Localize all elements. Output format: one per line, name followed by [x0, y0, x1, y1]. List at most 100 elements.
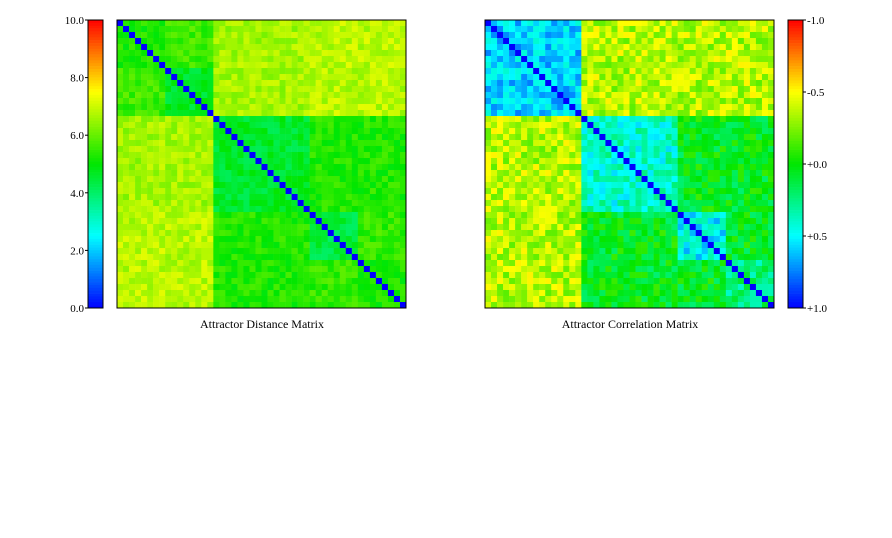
heatmap-cell [237, 116, 244, 123]
heatmap-cell [599, 200, 606, 207]
heatmap-cell [635, 98, 642, 105]
heatmap-cell [695, 110, 702, 117]
heatmap-cell [249, 254, 256, 261]
heatmap-cell [291, 248, 298, 255]
heatmap-cell [731, 296, 739, 303]
heatmap-cell [381, 296, 389, 303]
heatmap-cell [141, 44, 148, 51]
heatmap-cell [743, 182, 751, 189]
colorbar-step [788, 181, 803, 185]
heatmap-cell [231, 248, 238, 255]
colorbar-step [788, 287, 803, 292]
heatmap-cell [611, 272, 618, 279]
heatmap-cell [369, 62, 377, 69]
heatmap-cell [701, 68, 709, 75]
heatmap-cell [237, 164, 244, 171]
heatmap-cell [255, 236, 262, 243]
heatmap-cell [345, 272, 353, 279]
heatmap-cell [533, 128, 540, 135]
heatmap-cell [749, 260, 757, 267]
heatmap-cell [183, 152, 190, 159]
heatmap-cell [207, 158, 214, 165]
heatmap-cell [153, 110, 160, 117]
heatmap-cell [713, 170, 721, 177]
heatmap-cell [713, 164, 721, 171]
colorbar-step [788, 166, 803, 171]
heatmap-cell [593, 32, 600, 39]
heatmap-cell [755, 74, 763, 81]
heatmap-cell [677, 50, 684, 57]
heatmap-cell [237, 74, 244, 81]
heatmap-cell [249, 158, 256, 165]
heatmap-cell [647, 266, 654, 273]
heatmap-cell [749, 266, 757, 273]
heatmap-cell [177, 128, 184, 135]
heatmap-cell [177, 152, 184, 159]
heatmap-cell [243, 104, 250, 111]
heatmap-cell [399, 188, 407, 195]
heatmap-cell [677, 254, 684, 261]
heatmap-cell [375, 230, 383, 237]
heatmap-cell [533, 56, 540, 63]
heatmap-cell [309, 74, 316, 81]
heatmap-cell [581, 284, 588, 291]
heatmap-cell [557, 284, 564, 291]
heatmap-cell [719, 278, 727, 285]
heatmap-cell [641, 170, 648, 177]
heatmap-cell [587, 170, 594, 177]
heatmap-cell [303, 116, 310, 123]
heatmap-cell [677, 86, 684, 93]
heatmap-cell [617, 248, 624, 255]
heatmap-cell [545, 296, 552, 303]
heatmap-cell [225, 122, 232, 129]
heatmap-cell [279, 20, 286, 27]
heatmap-cell [141, 86, 148, 93]
colorbar-tick-label: 4.0 [70, 188, 84, 200]
heatmap-cell [653, 224, 660, 231]
heatmap-cell [255, 254, 262, 261]
heatmap-cell [333, 68, 341, 75]
heatmap-cell [123, 116, 130, 123]
heatmap-cell [207, 140, 214, 147]
heatmap-cell [297, 26, 304, 33]
heatmap-cell [737, 284, 745, 291]
heatmap-cell [375, 170, 383, 177]
heatmap-cell [261, 248, 268, 255]
colorbar-step [88, 302, 103, 306]
heatmap-cell [333, 146, 341, 153]
heatmap-cell [713, 110, 721, 117]
heatmap-cell [671, 272, 678, 279]
heatmap-cell [587, 218, 594, 225]
heatmap-cell [387, 302, 395, 309]
heatmap-cell [635, 140, 642, 147]
heatmap-cell [683, 146, 690, 153]
heatmap-cell [141, 140, 148, 147]
heatmap-cell [177, 242, 184, 249]
heatmap-cell [177, 188, 184, 195]
heatmap-cell [123, 134, 130, 141]
heatmap-cell [749, 254, 757, 261]
heatmap-cell [725, 296, 733, 303]
heatmap-cell [141, 116, 148, 123]
heatmap-cell [333, 104, 341, 111]
heatmap-cell [629, 50, 636, 57]
heatmap-cell [255, 92, 262, 99]
colorbar-step [88, 149, 103, 153]
heatmap-cell [503, 32, 510, 39]
heatmap-cell [351, 302, 359, 309]
heatmap-cell [297, 206, 304, 213]
heatmap-cell [189, 164, 196, 171]
heatmap-cell [701, 146, 709, 153]
heatmap-cell [659, 170, 666, 177]
heatmap-cell [339, 236, 347, 243]
heatmap-cell [551, 110, 558, 117]
heatmap-cell [647, 74, 654, 81]
colorbar-step [88, 233, 103, 237]
heatmap-cell [381, 230, 389, 237]
heatmap-cell [183, 44, 190, 51]
heatmap-cell [545, 92, 552, 99]
heatmap-cell [515, 200, 522, 207]
heatmap-cell [485, 266, 492, 273]
heatmap-cell [255, 74, 262, 81]
heatmap-cell [599, 32, 606, 39]
